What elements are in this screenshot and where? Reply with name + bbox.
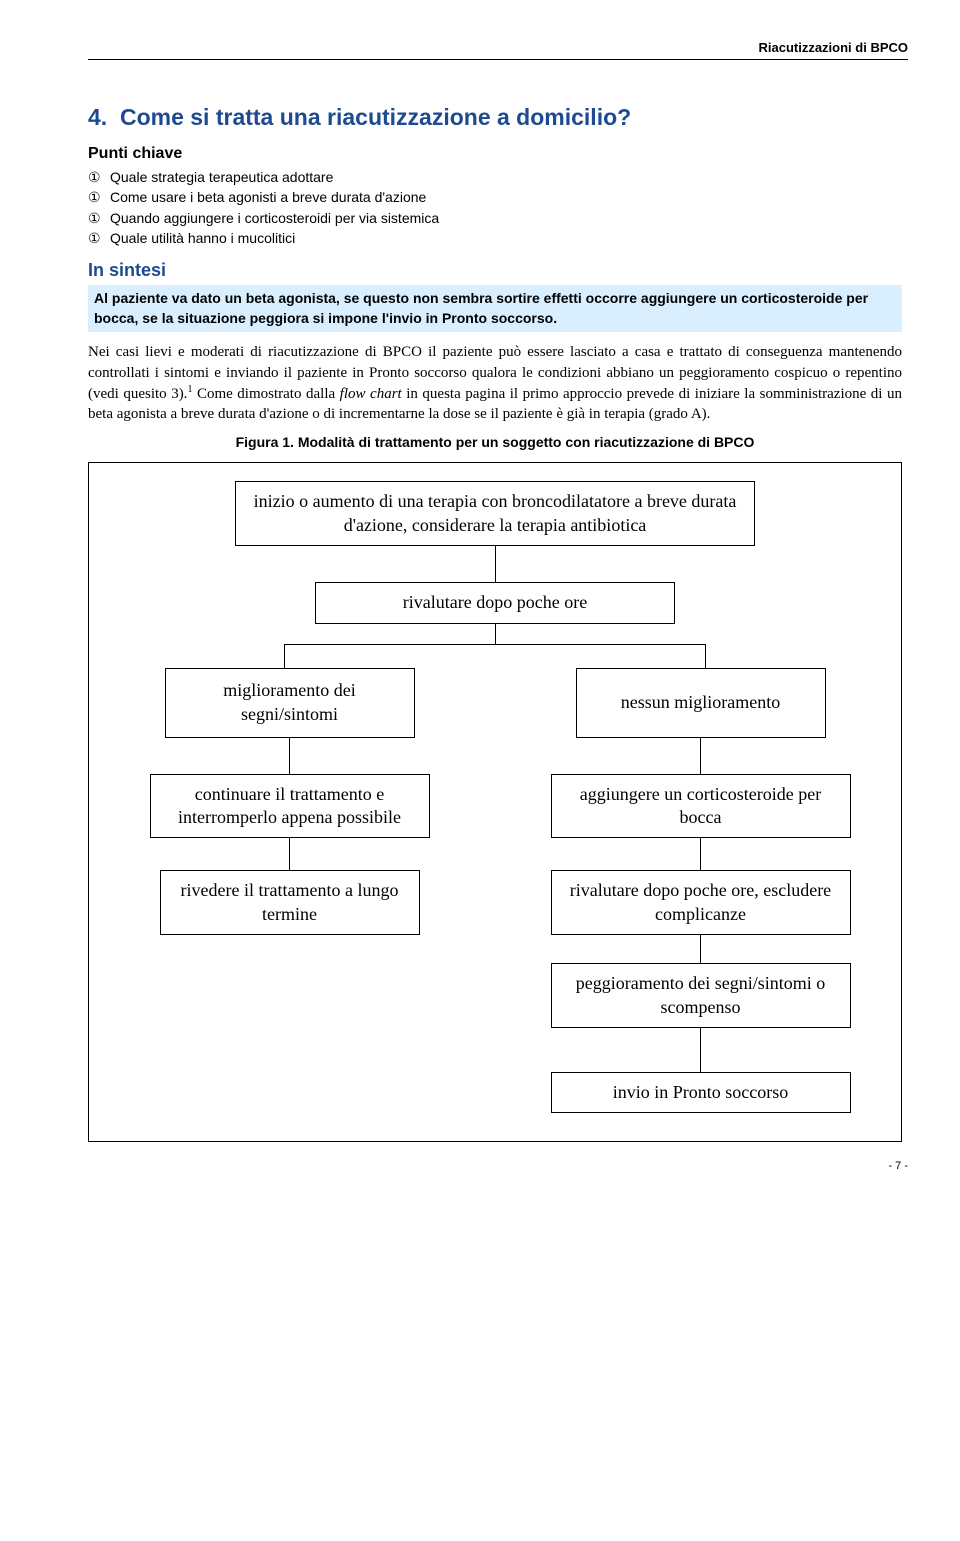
flow-node-reval1: rivalutare dopo poche ore [315, 582, 675, 623]
flow-node-left3: rivedere il trattamento a lungo termine [160, 870, 420, 935]
connector [700, 1028, 701, 1072]
figure-caption: Figura 1. Modalità di trattamento per un… [88, 434, 902, 450]
connector [700, 738, 701, 774]
list-item: Quale strategia terapeutica adottare [88, 167, 902, 187]
flow-node-start: inizio o aumento di una terapia con bron… [235, 481, 755, 546]
connector [495, 546, 496, 582]
flow-node-left1: miglioramento dei segni/sintomi [165, 668, 415, 738]
connector [700, 838, 701, 870]
para-italic: flow chart [340, 386, 402, 402]
key-points-list: Quale strategia terapeutica adottare Com… [88, 167, 902, 248]
body-paragraph: Nei casi lievi e moderati di riacutizzaz… [88, 342, 902, 424]
connector [289, 838, 290, 870]
list-item: Come usare i beta agonisti a breve durat… [88, 187, 902, 207]
list-item: Quando aggiungere i corticosteroidi per … [88, 208, 902, 228]
flow-node-right1: nessun miglioramento [576, 668, 826, 738]
flow-node-right2: aggiungere un corticosteroide per bocca [551, 774, 851, 839]
list-item: Quale utilità hanno i mucolitici [88, 228, 902, 248]
synthesis-highlight: Al paziente va dato un beta agonista, se… [88, 285, 902, 332]
connector-split [119, 624, 871, 668]
para-text: Come dimostrato dalla [192, 386, 339, 402]
flow-node-right3: rivalutare dopo poche ore, escludere com… [551, 870, 851, 935]
flow-node-left2: continuare il trattamento e interromperl… [150, 774, 430, 839]
flow-node-right5: invio in Pronto soccorso [551, 1072, 851, 1113]
key-points-label: Punti chiave [88, 145, 902, 163]
flowchart-container: inizio o aumento di una terapia con bron… [88, 462, 902, 1142]
connector [700, 935, 701, 963]
synthesis-label: In sintesi [88, 260, 902, 281]
running-header: Riacutizzazioni di BPCO [88, 40, 908, 60]
flow-node-right4: peggioramento dei segni/sintomi o scompe… [551, 963, 851, 1028]
section-number: 4. [88, 104, 107, 130]
page-number: - 7 - [88, 1160, 908, 1172]
connector [289, 738, 290, 774]
section-title: 4. Come si tratta una riacutizzazione a … [88, 104, 902, 131]
section-title-text: Come si tratta una riacutizzazione a dom… [120, 104, 631, 130]
